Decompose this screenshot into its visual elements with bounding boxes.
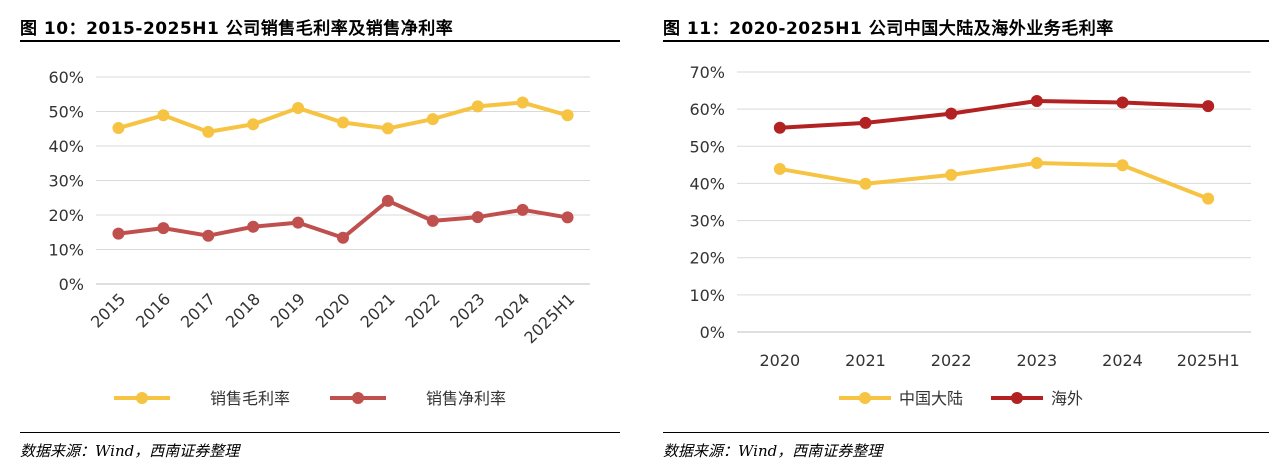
data-point xyxy=(1030,94,1043,107)
x-tick-label: 2025H1 xyxy=(520,289,578,347)
data-point xyxy=(247,118,260,131)
data-point xyxy=(337,231,349,244)
data-point xyxy=(247,220,260,233)
y-tick-label: 20% xyxy=(689,249,725,268)
x-tick-label: 2021 xyxy=(357,289,399,331)
x-tick-label: 2023 xyxy=(446,289,488,331)
y-tick-label: 60% xyxy=(689,100,725,119)
data-point xyxy=(471,100,484,113)
x-tick-label: 2019 xyxy=(267,289,309,331)
data-point xyxy=(292,216,305,229)
y-tick-label: 0% xyxy=(59,275,84,294)
y-tick-label: 30% xyxy=(689,212,725,231)
x-tick-label: 2024 xyxy=(1102,351,1143,370)
legend-label: 海外 xyxy=(1051,389,1083,408)
title-rule xyxy=(20,40,620,42)
legend-marker xyxy=(136,392,148,404)
data-point xyxy=(381,194,394,207)
data-point xyxy=(112,227,125,240)
data-point xyxy=(561,109,574,122)
footer-rule xyxy=(663,432,1269,433)
y-tick-label: 50% xyxy=(689,137,725,156)
x-tick-label: 2020 xyxy=(759,351,800,370)
data-point xyxy=(292,102,305,115)
chart-plot-right: 0% 10% 20% 30% 40% 50% 60% 70% 2020 2021 2022 2023 2… xyxy=(689,63,1251,408)
x-tick-label: 2023 xyxy=(1016,351,1057,370)
y-tick-label: 10% xyxy=(48,241,84,260)
data-point xyxy=(561,211,574,224)
data-point xyxy=(112,122,125,135)
x-tick-label: 2022 xyxy=(931,351,972,370)
data-point xyxy=(381,122,394,135)
chart-plot-left: 0% 10% 20% 30% 40% 50% 60% 2015 2016 2017 2018 2019… xyxy=(48,68,590,408)
data-point xyxy=(945,107,958,120)
data-point xyxy=(1116,159,1129,172)
data-point xyxy=(516,203,529,216)
source-note: 数据来源：Wind，西南证券整理 xyxy=(20,442,240,460)
data-point xyxy=(516,96,529,109)
chart-title: 图 11：2020-2025H1 公司中国大陆及海外业务毛利率 xyxy=(663,19,1114,39)
y-tick-label: 10% xyxy=(689,286,725,305)
x-tick-label: 2025H1 xyxy=(1177,351,1240,370)
data-point xyxy=(426,113,439,126)
data-point xyxy=(773,162,786,175)
right-chart-panel: 图 11：2020-2025H1 公司中国大陆及海外业务毛利率 0% 10% 20%… xyxy=(655,0,1269,468)
source-note: 数据来源：Wind，西南证券整理 xyxy=(663,442,883,460)
legend-marker xyxy=(1011,392,1023,404)
legend-label: 销售毛利率 xyxy=(210,389,290,408)
y-tick-label: 40% xyxy=(689,174,725,193)
legend-label: 中国大陆 xyxy=(899,389,963,408)
x-tick-label: 2022 xyxy=(401,289,443,331)
y-tick-label: 70% xyxy=(689,63,725,82)
legend-marker xyxy=(352,392,364,404)
left-chart-panel: 图 10：2015-2025H1 公司销售毛利率及销售净利率 0% 10% 20% 3… xyxy=(0,0,634,468)
y-tick-label: 30% xyxy=(48,172,84,191)
y-tick-label: 20% xyxy=(48,206,84,225)
data-point xyxy=(202,229,215,242)
data-point xyxy=(945,168,958,181)
data-point xyxy=(1030,157,1043,169)
data-point xyxy=(859,177,872,190)
data-point xyxy=(426,214,439,227)
data-point xyxy=(157,222,170,235)
data-point xyxy=(1202,100,1215,113)
x-tick-label: 2021 xyxy=(845,351,886,370)
y-tick-label: 60% xyxy=(48,68,84,87)
y-tick-label: 40% xyxy=(48,137,84,156)
series-line-2 xyxy=(779,98,1209,130)
x-tick-label: 2016 xyxy=(132,289,174,331)
data-point xyxy=(773,121,786,134)
chart-title: 图 10：2015-2025H1 公司销售毛利率及销售净利率 xyxy=(20,19,454,39)
x-tick-label: 2018 xyxy=(222,289,264,331)
data-point xyxy=(859,116,872,129)
legend-label: 销售净利率 xyxy=(426,389,506,408)
series-line-1 xyxy=(779,161,1209,201)
data-point xyxy=(1202,192,1215,205)
x-tick-label: 2024 xyxy=(491,289,533,331)
y-tick-label: 50% xyxy=(48,103,84,122)
data-point xyxy=(157,109,170,122)
title-rule xyxy=(663,40,1269,42)
x-tick-label: 2017 xyxy=(177,289,219,331)
y-tick-label: 0% xyxy=(700,323,725,342)
data-point xyxy=(202,125,215,138)
x-tick-label: 2015 xyxy=(87,289,129,331)
x-tick-label: 2020 xyxy=(312,289,354,331)
data-point xyxy=(471,211,484,224)
legend-marker xyxy=(859,392,871,404)
footer-rule xyxy=(20,432,620,433)
data-point xyxy=(1116,96,1129,109)
data-point xyxy=(337,116,349,129)
